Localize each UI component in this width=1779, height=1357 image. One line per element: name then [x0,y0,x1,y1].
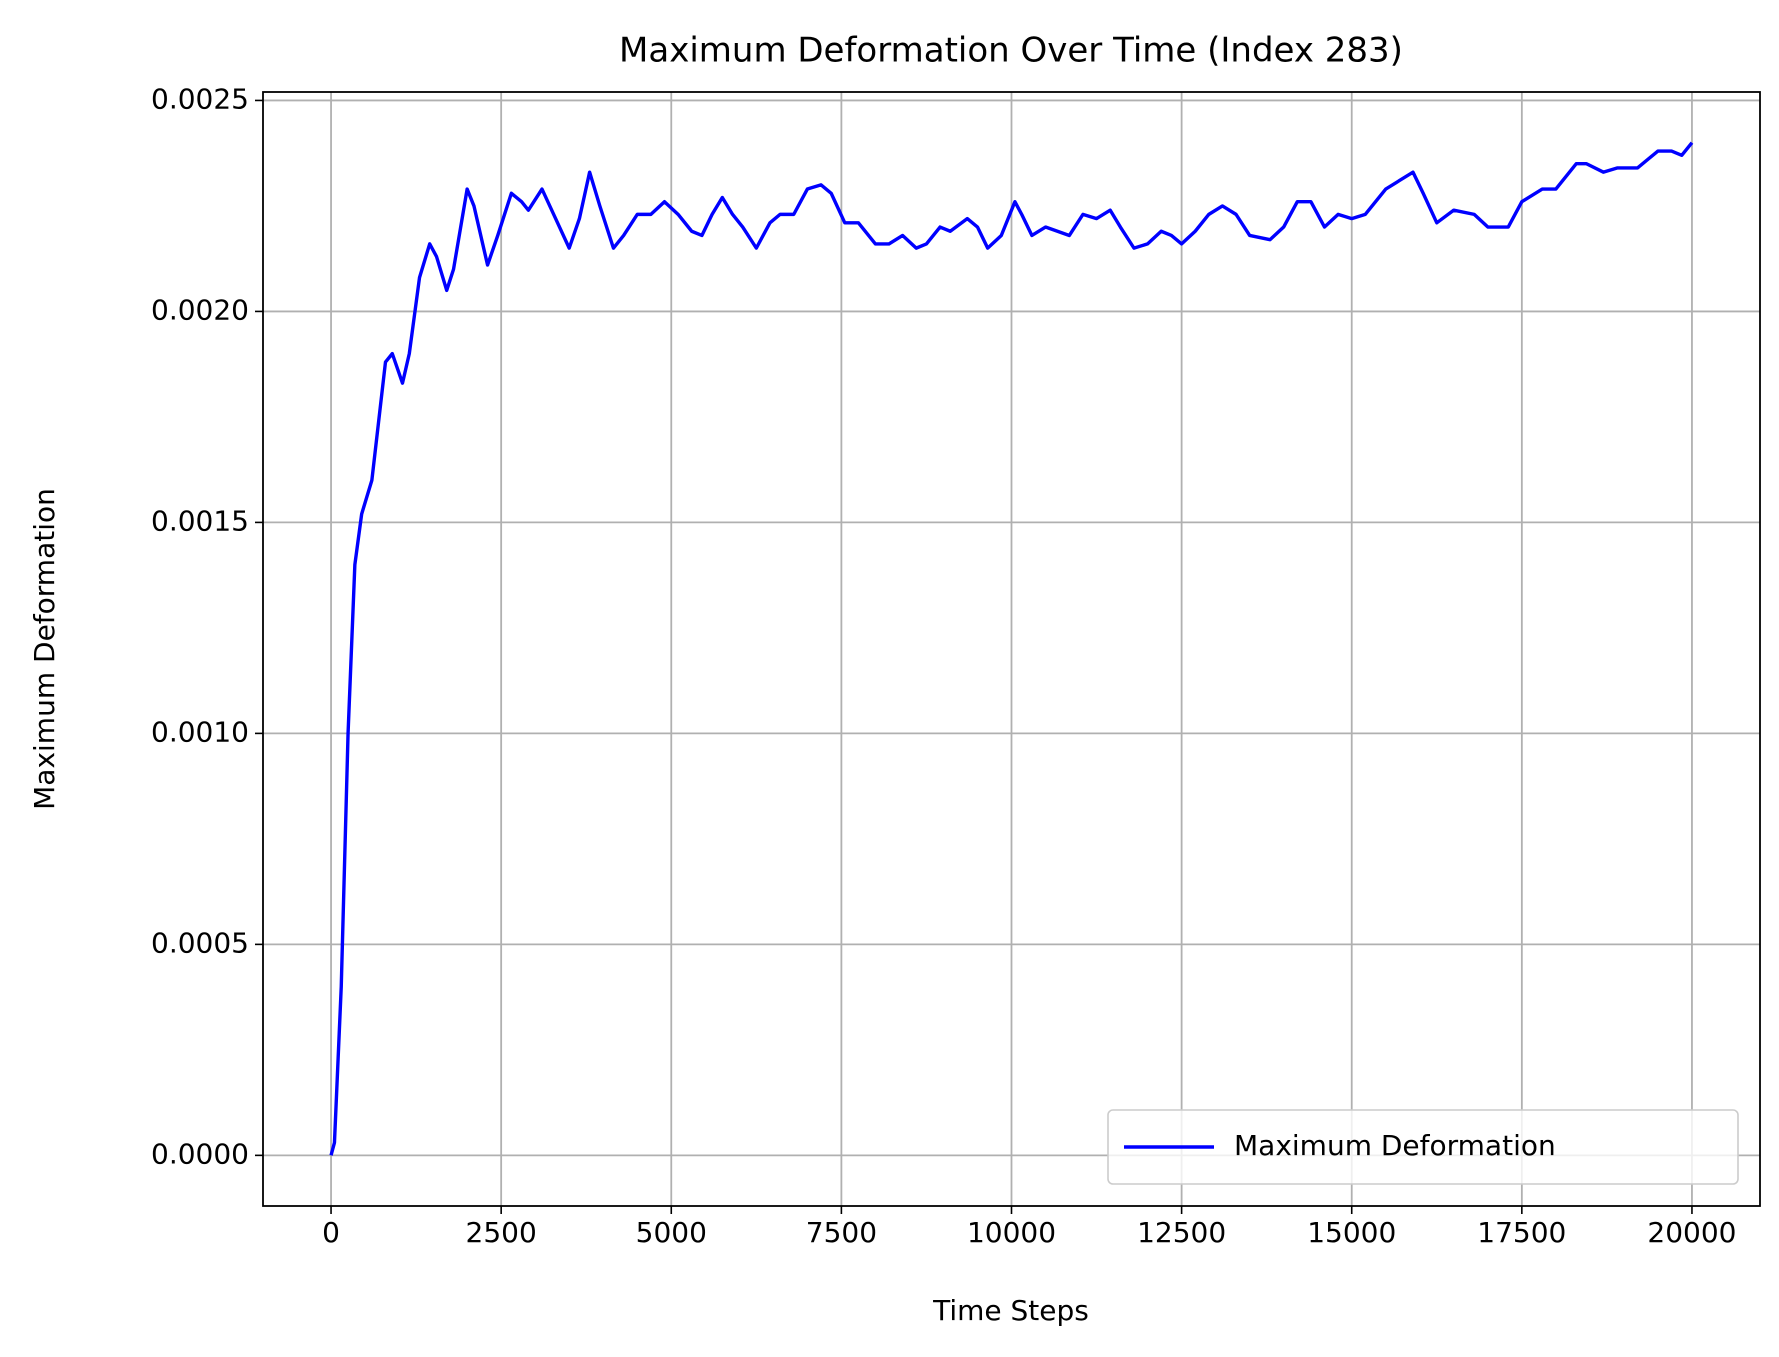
x-tick-label: 7500 [806,1216,877,1249]
y-tick-label: 0.0025 [151,82,249,115]
x-tick-label: 20000 [1647,1216,1736,1249]
x-tick-label: 12500 [1137,1216,1226,1249]
x-tick-label: 2500 [466,1216,537,1249]
legend-label: Maximum Deformation [1234,1129,1556,1162]
y-tick-label: 0.0015 [151,504,249,537]
x-tick-label: 15000 [1307,1216,1396,1249]
x-axis-label: Time Steps [932,1294,1089,1327]
data-line [329,141,1694,1156]
y-tick-label: 0.0005 [151,926,249,959]
y-axis-label: Maximum Deformation [28,488,61,810]
chart-title: Maximum Deformation Over Time (Index 283… [619,31,1403,71]
plot-frame [262,91,1761,1207]
y-tick-label: 0.0010 [151,715,249,748]
y-tick-label: 0.0020 [151,293,249,326]
x-tick-label: 10000 [967,1216,1056,1249]
x-tick-label: 17500 [1477,1216,1566,1249]
x-tick-label: 0 [322,1216,340,1249]
y-tick-label: 0.0000 [151,1137,249,1170]
x-tick-label: 5000 [636,1216,707,1249]
legend-box [1107,1109,1739,1185]
